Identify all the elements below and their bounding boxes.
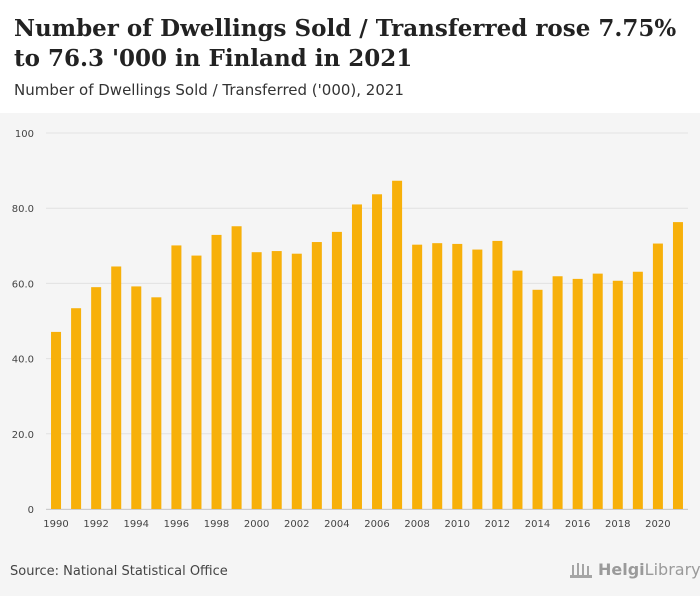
x-tick-label: 2014	[525, 519, 550, 530]
bar-2002	[291, 253, 302, 509]
bar-2012	[492, 240, 503, 510]
bar-2015	[552, 276, 563, 509]
bar-1999	[231, 226, 242, 510]
x-tick-label: 2000	[244, 519, 269, 530]
bar-2007	[392, 180, 403, 509]
source-note: Source: National Statistical Office	[10, 564, 228, 579]
bar-2014	[532, 289, 543, 509]
bar-2013	[512, 270, 523, 509]
x-tick-label: 2016	[565, 519, 590, 530]
y-tick-label: 0	[28, 505, 34, 516]
x-tick-label: 2020	[645, 519, 670, 530]
bar-1992	[91, 287, 102, 509]
logo-text-bold: Helgi	[598, 559, 645, 579]
x-tick-label: 2004	[324, 519, 349, 530]
chart-subtitle: Number of Dwellings Sold / Transferred (…	[14, 81, 404, 99]
bar-1996	[171, 245, 182, 509]
bar-2003	[311, 242, 322, 510]
logo-text: HelgiLibrary.	[598, 560, 700, 579]
bar-2016	[572, 278, 583, 509]
x-tick-label: 2010	[445, 519, 470, 530]
x-tick-label: 1994	[124, 519, 149, 530]
x-tick-label: 2012	[485, 519, 510, 530]
chart-header: Number of Dwellings Sold / Transferred r…	[0, 0, 700, 113]
bar-2020	[652, 243, 663, 509]
x-tick-label: 1992	[83, 519, 108, 530]
bar-1994	[131, 286, 142, 509]
bar-2017	[592, 273, 603, 509]
x-tick-label: 1998	[204, 519, 229, 530]
x-tick-label: 2008	[404, 519, 429, 530]
bar-2006	[372, 194, 383, 509]
bar-2011	[472, 249, 483, 509]
bar-2001	[271, 251, 282, 509]
bar-2019	[632, 271, 643, 509]
bar-2018	[612, 280, 623, 509]
bar-2010	[452, 243, 463, 510]
bar-1991	[71, 308, 82, 509]
logo-text-regular: Library.	[644, 559, 700, 579]
chart-title: Number of Dwellings Sold / Transferred r…	[14, 15, 677, 72]
bar-2021	[672, 222, 683, 509]
x-tick-label: 1996	[164, 519, 189, 530]
bar-2009	[432, 243, 443, 509]
bar-1990	[51, 331, 62, 509]
bar-1998	[211, 234, 222, 509]
bar-2004	[331, 231, 342, 509]
bar-1995	[151, 297, 162, 509]
library-building-icon	[570, 563, 592, 578]
y-tick-label: 40.0	[12, 355, 34, 366]
x-tick-label: 2002	[284, 519, 309, 530]
bar-1993	[111, 266, 122, 509]
y-tick-label: 100	[15, 129, 34, 140]
helgi-library-logo: HelgiLibrary.	[568, 559, 700, 579]
x-tick-label: 2018	[605, 519, 630, 530]
y-tick-label: 20.0	[12, 430, 34, 441]
plot-area: 0 20.0 40.0 60.0 80.0 100 1990 1992 1994 1996 1998…	[0, 113, 700, 596]
x-tick-label: 2006	[364, 519, 389, 530]
x-tick-label: 1990	[43, 519, 68, 530]
bar-2008	[412, 244, 423, 509]
bar-2000	[251, 252, 262, 509]
y-tick-label: 80.0	[12, 204, 34, 215]
bar-chart: 0 20.0 40.0 60.0 80.0 100 1990 1992 1994 1996 1998…	[12, 129, 688, 530]
y-tick-label: 60.0	[12, 279, 34, 290]
bar-2005	[351, 204, 362, 509]
bar-1997	[191, 255, 202, 509]
